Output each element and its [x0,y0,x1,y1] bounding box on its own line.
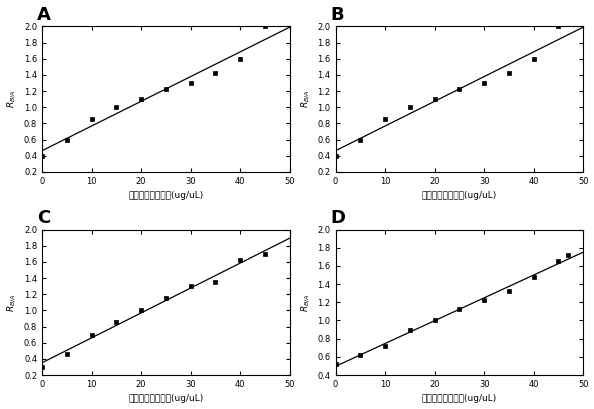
Point [186,283,195,290]
Point [137,306,146,313]
Point [211,279,220,285]
Point [161,86,170,93]
Point [454,306,464,312]
Point [161,295,170,301]
Point [479,80,489,86]
Point [356,136,365,143]
Point [405,326,415,333]
Point [380,115,390,122]
Point [529,56,538,62]
Point [504,288,514,294]
Text: D: D [331,209,346,227]
Text: C: C [37,209,50,227]
Point [137,96,146,102]
Point [112,104,121,110]
Y-axis label: $R_{B/A}$: $R_{B/A}$ [5,293,18,312]
X-axis label: 外泌体标准液浓度(ug/uL): 外泌体标准液浓度(ug/uL) [128,394,204,403]
Point [356,352,365,358]
Point [405,104,415,110]
Point [211,70,220,76]
Point [260,250,270,257]
Point [186,80,195,86]
Y-axis label: $R_{B/A}$: $R_{B/A}$ [299,293,312,312]
Point [554,258,563,265]
Point [37,364,47,370]
Point [380,343,390,349]
Point [331,361,340,367]
Point [504,70,514,76]
Y-axis label: $R_{B/A}$: $R_{B/A}$ [299,90,312,108]
Text: A: A [37,5,51,23]
Point [554,23,563,30]
Point [331,153,340,159]
Point [454,86,464,93]
Point [529,274,538,280]
Point [62,351,71,357]
Point [87,331,96,338]
X-axis label: 外泌体标准液浓度(ug/uL): 外泌体标准液浓度(ug/uL) [422,191,497,200]
Point [37,153,47,159]
Point [430,96,440,102]
Text: B: B [331,5,344,23]
Point [479,297,489,304]
Point [87,115,96,122]
Point [112,318,121,325]
Point [62,136,71,143]
X-axis label: 外泌体标准液浓度(ug/uL): 外泌体标准液浓度(ug/uL) [422,394,497,403]
X-axis label: 外泌体标准液浓度(ug/uL): 外泌体标准液浓度(ug/uL) [128,191,204,200]
Y-axis label: $R_{B/A}$: $R_{B/A}$ [5,90,18,108]
Point [235,257,245,263]
Point [564,252,573,258]
Point [260,23,270,30]
Point [235,56,245,62]
Point [430,317,440,324]
